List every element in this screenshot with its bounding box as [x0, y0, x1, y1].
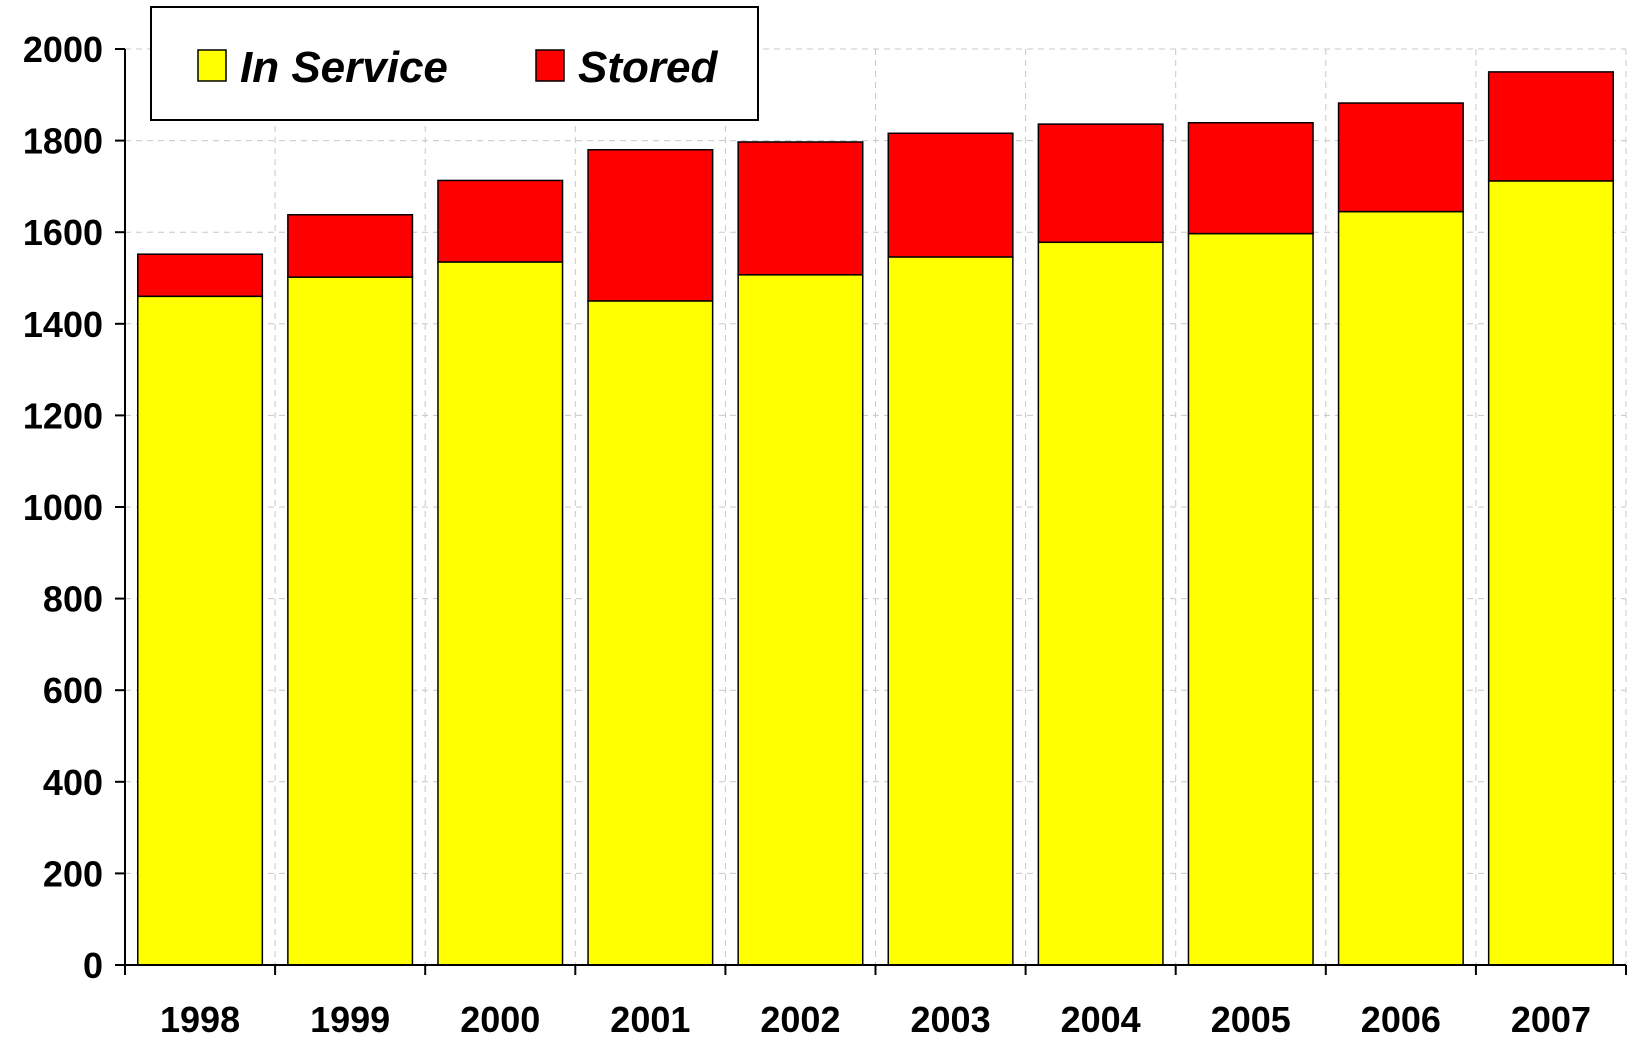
bars: [137, 71, 1614, 966]
bar-stored: [137, 253, 264, 298]
x-tick-label: 2007: [1511, 999, 1591, 1037]
y-tick-label: 2000: [23, 29, 103, 70]
bar-in-service: [287, 276, 414, 966]
bar-in-service: [1187, 232, 1314, 966]
bar-in-service: [1337, 210, 1464, 966]
bar-stored: [287, 214, 414, 278]
legend-swatch-stored: [535, 49, 565, 82]
x-tick-label: 2001: [610, 999, 690, 1037]
x-tick-label: 2000: [460, 999, 540, 1037]
y-tick-label: 1600: [23, 212, 103, 253]
x-axis-ticks: 1998 1999 2000 2001 2002 2003 2004 2005 2006 2007: [124, 965, 1627, 1037]
y-tick-label: 1400: [23, 304, 103, 345]
grid-lines: [125, 48, 1627, 965]
bar-stored: [587, 149, 714, 302]
bar-stored: [1337, 102, 1464, 213]
x-tick-label: 2005: [1211, 999, 1291, 1037]
bar-in-service: [587, 300, 714, 966]
y-tick-label: 0: [83, 945, 103, 986]
legend-swatch-in-service: [197, 49, 227, 82]
bar-in-service: [137, 295, 264, 966]
legend-label-in-service: In Service: [240, 43, 448, 92]
bar-in-service: [1487, 180, 1614, 966]
y-tick-label: 800: [43, 579, 103, 620]
legend: In Service Stored: [150, 6, 759, 121]
y-tick-label: 400: [43, 762, 103, 803]
legend-label-stored: Stored: [578, 43, 718, 92]
bar-stored: [737, 141, 864, 276]
y-tick-label: 1800: [23, 121, 103, 162]
bar-stored: [887, 132, 1014, 258]
x-tick-label: 2006: [1361, 999, 1441, 1037]
y-tick-label: 1200: [23, 395, 103, 436]
x-tick-label: 2002: [760, 999, 840, 1037]
y-tick-label: 1000: [23, 487, 103, 528]
legend-box: [150, 6, 759, 121]
bar-stored: [1037, 123, 1164, 244]
y-tick-label: 200: [43, 853, 103, 894]
x-tick-label: 1999: [310, 999, 390, 1037]
bar-in-service: [1037, 241, 1164, 966]
bar-stored: [1187, 121, 1314, 235]
bar-in-service: [737, 274, 864, 966]
bar-stored: [1487, 71, 1614, 182]
y-tick-label: 600: [43, 670, 103, 711]
y-axis-ticks: 0 200 400 600 800 1000 1200 1400 1600 1800 2000: [23, 29, 125, 986]
x-tick-label: 2003: [911, 999, 991, 1037]
x-tick-label: 2004: [1061, 999, 1141, 1037]
bar-stored: [437, 179, 564, 263]
bar-in-service: [887, 256, 1014, 966]
bar-in-service: [437, 261, 564, 966]
x-tick-label: 1998: [160, 999, 240, 1037]
